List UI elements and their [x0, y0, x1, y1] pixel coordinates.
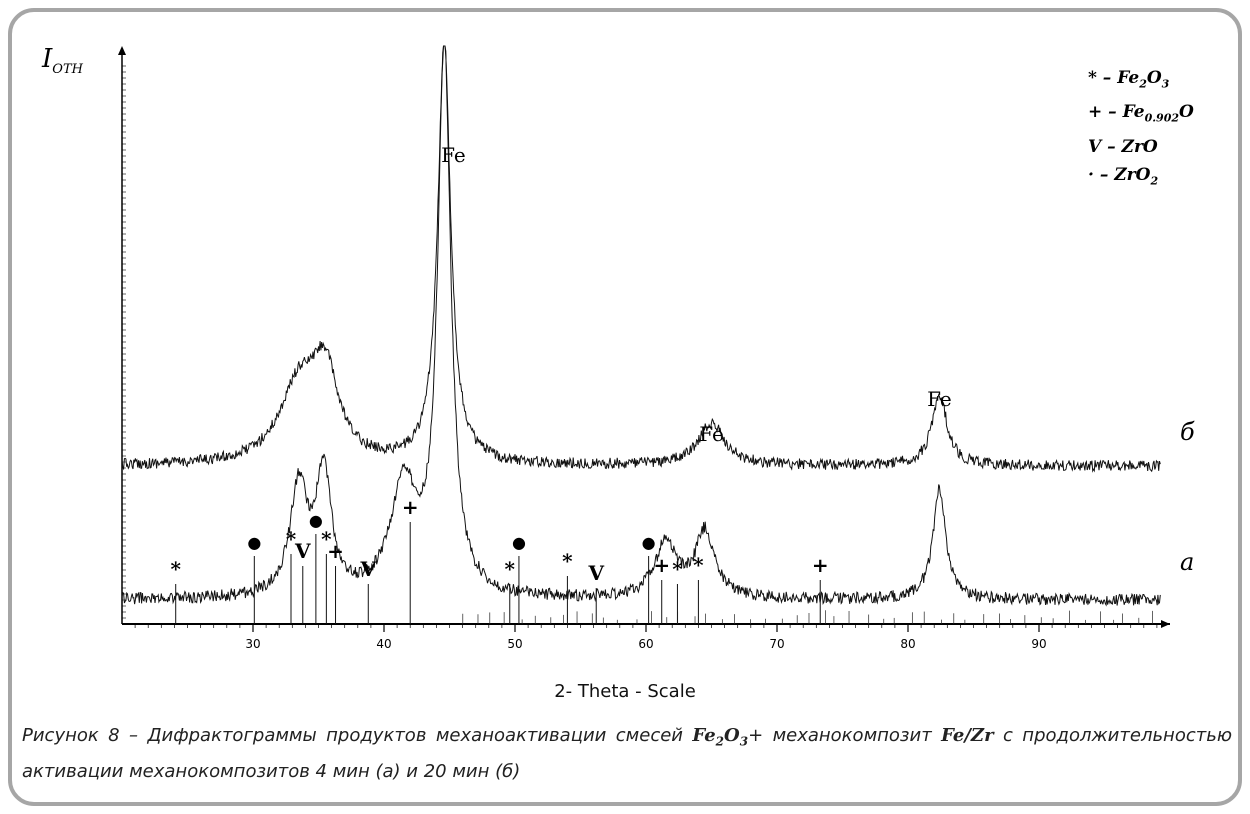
- phase-marker: V: [294, 539, 311, 563]
- phase-marker: *: [321, 527, 332, 551]
- series-label: б: [1180, 418, 1195, 446]
- phase-marker: ●: [247, 533, 261, 552]
- series-label: а: [1180, 548, 1194, 576]
- phase-marker: ●: [642, 533, 656, 552]
- legend-item-fe0902o: + – Fe0.902O: [1088, 102, 1194, 125]
- legend-item-zro2: · – ZrO2: [1088, 164, 1159, 188]
- peak-label-fe: Fe: [927, 387, 952, 411]
- series-line-b: [121, 45, 1161, 473]
- phase-marker: *: [170, 557, 181, 581]
- phase-marker: *: [286, 527, 297, 551]
- x-tick-label: 60: [638, 637, 653, 651]
- phase-marker: *: [672, 557, 683, 581]
- x-tick-label: 80: [900, 637, 915, 651]
- legend-item-fe2o3: * – Fe2O3: [1088, 68, 1170, 91]
- figure-frame: [8, 8, 1242, 806]
- phase-marker: *: [562, 549, 573, 573]
- series-line-a: [121, 45, 1161, 607]
- phase-legend: * – Fe2O3 + – Fe0.902O V – ZrO · – ZrO2: [1088, 64, 1194, 195]
- x-axis-label: 2- Theta - Scale: [554, 681, 696, 702]
- x-tick-label: 70: [769, 637, 784, 651]
- figure-caption: Рисунок 8 – Дифрактограммы продуктов мех…: [22, 725, 1232, 782]
- phase-marker: ●: [512, 533, 526, 552]
- x-tick-label: 30: [245, 637, 260, 651]
- phase-marker: *: [505, 557, 516, 581]
- phase-marker: *: [693, 553, 704, 577]
- phase-marker: +: [402, 495, 419, 519]
- y-axis-arrow: [118, 46, 126, 55]
- peak-label-fe: Fe: [441, 143, 466, 167]
- x-tick-label: 50: [507, 637, 522, 651]
- x-tick-label: 90: [1031, 637, 1046, 651]
- x-tick-label: 40: [376, 637, 391, 651]
- phase-marker: ●: [309, 511, 323, 530]
- phase-marker: V: [587, 561, 604, 585]
- phase-marker: +: [812, 553, 829, 577]
- legend-item-zro: V – ZrO: [1088, 136, 1158, 157]
- peak-label-fe: Fe: [699, 422, 724, 446]
- x-axis-arrow: [1161, 620, 1170, 628]
- phase-marker: V: [360, 557, 377, 581]
- y-axis-label: IOTH: [42, 44, 83, 78]
- phase-marker: +: [327, 539, 344, 563]
- phase-marker: +: [653, 553, 670, 577]
